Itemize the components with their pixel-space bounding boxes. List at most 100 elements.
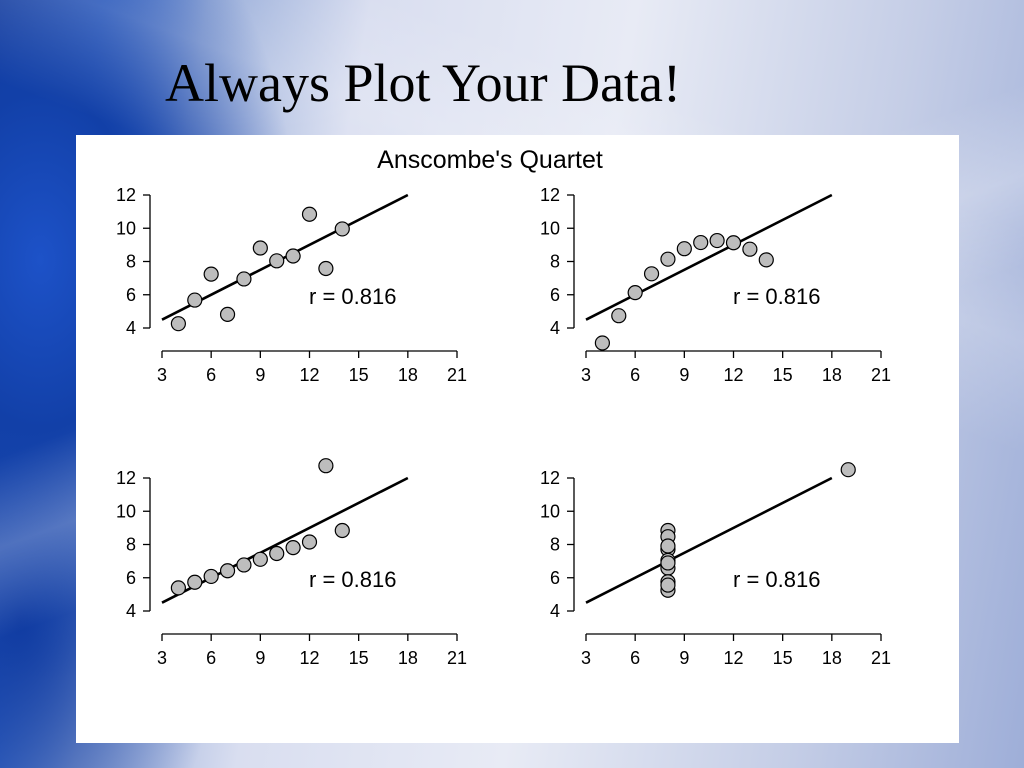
x-tick-label: 12 — [723, 648, 743, 668]
chart-title: Anscombe's Quartet — [377, 146, 603, 174]
y-tick-label: 6 — [550, 568, 560, 588]
x-tick-label: 6 — [630, 365, 640, 385]
regression-line — [585, 193, 833, 321]
x-tick-label: 12 — [299, 365, 319, 385]
data-point — [840, 462, 856, 478]
y-tick-label: 12 — [116, 185, 136, 205]
x-tick-label: 18 — [398, 648, 418, 668]
anscombe-chart: Anscombe's Quartet 4 6 8 10 12 3 6 9 12 15 18 21 r =… — [116, 146, 891, 668]
scatter-panel-2: 4 6 8 10 12 3 6 9 12 15 18 21 r = 0.816 — [540, 185, 891, 385]
y-tick-label: 8 — [126, 535, 136, 555]
correlation-label: r = 0.816 — [309, 284, 396, 309]
correlation-label: r = 0.816 — [733, 567, 820, 592]
data-point — [301, 534, 318, 550]
data-point — [660, 577, 676, 593]
regression-line — [161, 193, 409, 321]
data-point — [269, 545, 285, 562]
y-tick-label: 12 — [540, 468, 560, 488]
data-point — [318, 458, 334, 474]
data-point — [709, 232, 725, 249]
y-tick-label: 4 — [550, 601, 560, 621]
x-tick-label: 9 — [679, 648, 689, 668]
x-tick-label: 6 — [206, 648, 216, 668]
regression-line — [161, 476, 409, 604]
chart-panel: Anscombe's Quartet 4 6 8 10 12 3 6 9 12 15 18 21 r =… — [76, 135, 959, 743]
regression-line — [585, 476, 833, 604]
scatter-panel-4: 4 6 8 10 12 3 6 9 12 15 18 21 r = 0.816 — [540, 462, 891, 668]
data-point — [725, 235, 742, 251]
x-tick-label: 3 — [157, 648, 167, 668]
y-tick-label: 12 — [116, 468, 136, 488]
x-tick-label: 15 — [773, 365, 793, 385]
x-tick-label: 3 — [581, 648, 591, 668]
data-point — [334, 522, 350, 539]
data-point — [627, 284, 643, 301]
data-point — [203, 568, 219, 585]
data-point — [236, 271, 252, 287]
data-point — [334, 221, 350, 237]
data-point — [170, 316, 186, 332]
x-tick-label: 3 — [157, 365, 167, 385]
x-tick-label: 18 — [398, 365, 418, 385]
x-tick-label: 6 — [630, 648, 640, 668]
slide-title: Always Plot Your Data! — [165, 53, 682, 113]
data-point — [660, 251, 676, 267]
y-tick-label: 8 — [550, 252, 560, 272]
x-tick-label: 21 — [447, 365, 467, 385]
data-point — [676, 241, 692, 257]
y-tick-label: 8 — [550, 535, 560, 555]
y-tick-label: 10 — [540, 501, 560, 521]
y-tick-label: 4 — [550, 318, 560, 338]
data-point — [203, 266, 219, 282]
x-tick-label: 21 — [871, 365, 891, 385]
data-point — [301, 206, 318, 222]
x-tick-label: 15 — [349, 648, 369, 668]
y-tick-label: 6 — [126, 285, 136, 305]
data-point — [252, 240, 268, 256]
x-tick-label: 15 — [773, 648, 793, 668]
data-point — [660, 555, 676, 571]
y-tick-label: 8 — [126, 252, 136, 272]
data-point — [170, 580, 186, 596]
data-point — [269, 253, 285, 269]
scatter-panel-3: 4 6 8 10 12 3 6 9 12 15 18 21 r = 0.816 — [116, 458, 467, 668]
y-tick-label: 6 — [126, 568, 136, 588]
data-point — [758, 252, 774, 268]
y-tick-label: 10 — [116, 501, 136, 521]
x-tick-label: 18 — [822, 648, 842, 668]
x-tick-label: 12 — [723, 365, 743, 385]
x-tick-label: 18 — [822, 365, 842, 385]
x-tick-label: 3 — [581, 365, 591, 385]
y-tick-label: 10 — [116, 218, 136, 238]
x-tick-label: 9 — [255, 648, 265, 668]
correlation-label: r = 0.816 — [733, 284, 820, 309]
y-tick-label: 6 — [550, 285, 560, 305]
data-point — [219, 563, 236, 579]
x-tick-label: 21 — [871, 648, 891, 668]
data-point — [252, 551, 268, 567]
data-point — [285, 540, 301, 556]
x-tick-label: 15 — [349, 365, 369, 385]
x-tick-label: 6 — [206, 365, 216, 385]
data-point — [660, 538, 676, 554]
y-tick-label: 12 — [540, 185, 560, 205]
data-point — [594, 335, 610, 351]
data-point — [219, 306, 236, 322]
data-point — [236, 557, 252, 573]
x-tick-label: 21 — [447, 648, 467, 668]
data-point — [742, 241, 758, 257]
data-point — [285, 248, 301, 264]
x-tick-label: 12 — [299, 648, 319, 668]
y-tick-label: 10 — [540, 218, 560, 238]
correlation-label: r = 0.816 — [309, 567, 396, 592]
data-point — [187, 574, 203, 590]
x-tick-label: 9 — [679, 365, 689, 385]
data-point — [693, 234, 709, 251]
y-tick-label: 4 — [126, 601, 136, 621]
data-point — [611, 308, 627, 324]
x-tick-label: 9 — [255, 365, 265, 385]
data-point — [187, 292, 203, 308]
y-tick-label: 4 — [126, 318, 136, 338]
data-point — [643, 266, 660, 282]
data-point — [318, 260, 334, 277]
